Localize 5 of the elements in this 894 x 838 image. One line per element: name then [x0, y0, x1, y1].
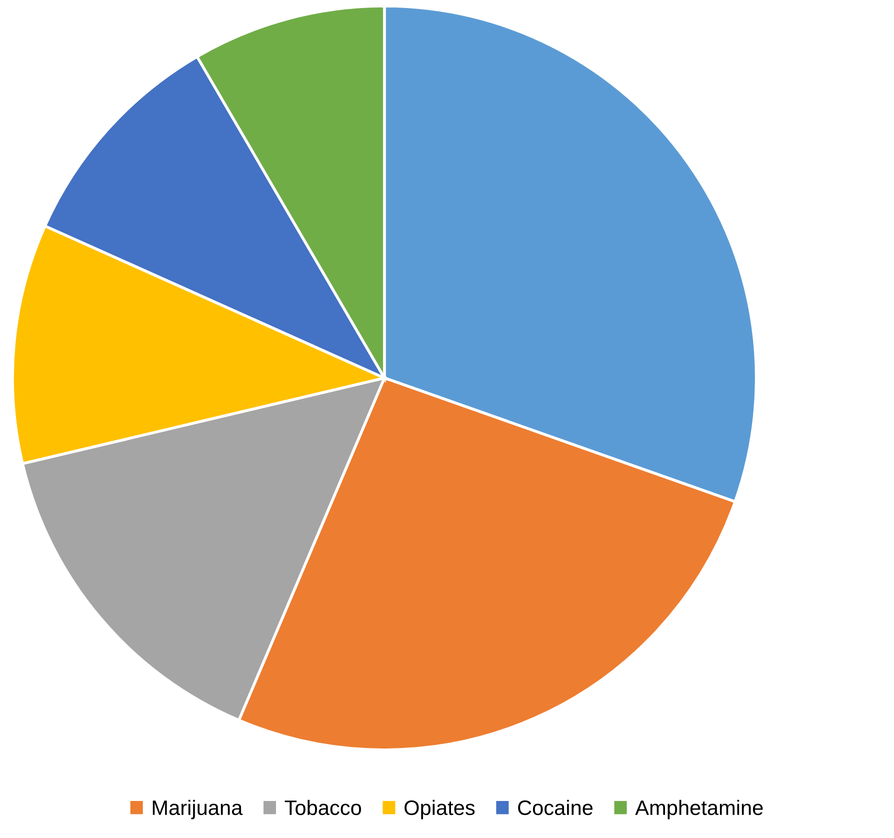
legend-label: Amphetamine: [635, 800, 763, 820]
legend-label: Marijuana: [152, 800, 243, 820]
legend-label: Cocaine: [518, 800, 593, 816]
legend-label: Opiates: [404, 800, 475, 820]
legend-label: Tobacco: [284, 800, 362, 816]
